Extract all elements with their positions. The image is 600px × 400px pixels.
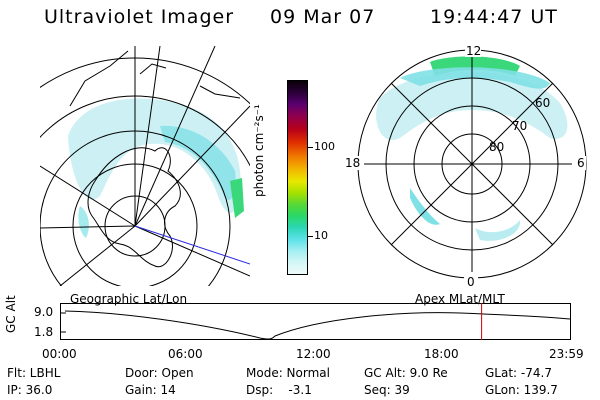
timeline-y-tick-low: 1.8	[34, 325, 54, 339]
timeline-x-tick-0000: 00:00	[42, 347, 77, 361]
info-gain: Gain: 14	[125, 383, 176, 397]
info-door: Door: Open	[125, 366, 194, 380]
observation-time: 19:44:47 UT	[430, 6, 558, 28]
aurora-green-patch	[230, 178, 244, 218]
lat-label-60: 60	[535, 96, 551, 110]
info-filter: Flt: LBHL	[7, 366, 61, 380]
aurora-side-patch	[78, 206, 89, 238]
mlt-label-0: 0	[467, 275, 475, 289]
colorbar-unit-label: photon cm⁻²s⁻¹	[252, 104, 266, 197]
timeline-y-axis-label: GC Alt	[4, 295, 18, 333]
info-glon: GLon: 139.7	[485, 383, 558, 397]
polar-aurora-bright	[400, 67, 550, 89]
info-glat: GLat: -74.7	[485, 366, 552, 380]
colorbar-tick-10	[308, 236, 313, 237]
altitude-timeline	[60, 303, 571, 340]
colorbar-label-10: 10	[314, 229, 328, 242]
observation-date: 09 Mar 07	[270, 6, 376, 28]
geographic-map	[40, 46, 250, 286]
info-ip: IP: 36.0	[7, 383, 53, 397]
aurora-oval	[68, 98, 241, 213]
continent-coastline	[69, 50, 241, 107]
satellite-track	[134, 225, 250, 265]
timeline-y-tick-high: 9.0	[34, 305, 54, 319]
info-dsp: Dsp: -3.1	[246, 383, 312, 397]
polar-plot	[342, 48, 587, 284]
instrument-title: Ultraviolet Imager	[44, 6, 235, 28]
mlt-label-6: 6	[577, 156, 585, 170]
aurora-bright-band	[160, 125, 236, 200]
antarctica-coastline	[87, 147, 181, 268]
altitude-curve	[64, 310, 571, 340]
lat-label-80: 80	[489, 140, 505, 154]
colorbar-tick-100	[308, 147, 313, 148]
timeline-x-tick-2359: 23:59	[549, 347, 584, 361]
colorbar	[287, 80, 308, 275]
timeline-x-tick-0600: 06:00	[168, 347, 203, 361]
polar-aurora-night	[475, 220, 521, 241]
lat-label-70: 70	[512, 119, 528, 133]
mlt-label-12: 12	[466, 44, 482, 58]
timeline-frame	[60, 303, 571, 340]
timeline-x-tick-1200: 12:00	[296, 347, 331, 361]
info-sequence: Seq: 39	[364, 383, 410, 397]
timeline-right-caption: Apex MLat/MLT	[415, 292, 505, 306]
timeline-x-tick-1800: 18:00	[424, 347, 459, 361]
mlt-label-18: 18	[345, 156, 361, 170]
info-mode: Mode: Normal	[246, 366, 330, 380]
timeline-left-caption: Geographic Lat/Lon	[70, 292, 188, 306]
info-gc-altitude: GC Alt: 9.0 Re	[364, 366, 448, 380]
colorbar-label-100: 100	[314, 140, 335, 153]
polar-aurora-dusk	[410, 188, 440, 225]
